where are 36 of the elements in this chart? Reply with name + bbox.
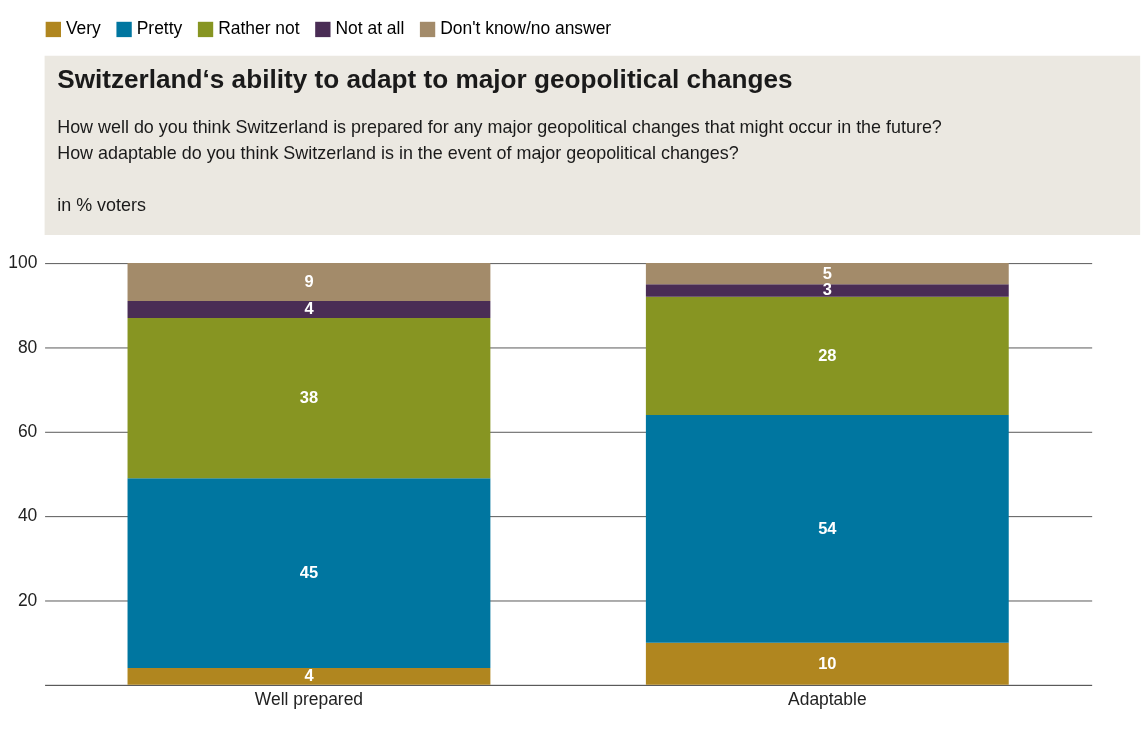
bar <box>645 263 1009 285</box>
data-label: 4 <box>304 666 315 685</box>
text: How well do you think Switzerland is prepared for any major geopolitical changes that might occur in the future? <box>57 117 942 138</box>
legend-label: Pretty <box>136 18 183 39</box>
data-label: 4 <box>304 299 315 318</box>
y-tick-label: 60 <box>17 421 38 442</box>
bar <box>645 642 1009 685</box>
bar <box>127 263 491 302</box>
chart-title: Switzerland‘s ability to adapt to major geopolitical changes <box>57 63 793 94</box>
bar <box>127 478 491 668</box>
data-label: 9 <box>304 271 314 290</box>
legend-label: Rather not <box>218 18 300 39</box>
bar <box>127 667 491 685</box>
x-tick-label: Adaptable <box>788 688 867 709</box>
bar <box>127 317 491 479</box>
y-tick-label: 80 <box>17 336 38 357</box>
legend-label: Not at all <box>335 18 405 39</box>
data-label: 3 <box>822 280 832 299</box>
y-axis-title: in % voters <box>57 194 146 215</box>
text: How adaptable do you think Switzerland is in the event of major geopolitical changes? <box>57 143 739 164</box>
data-label: 45 <box>299 562 319 581</box>
y-tick-label: 40 <box>17 505 38 526</box>
x-tick-label: Well prepared <box>254 688 364 709</box>
bar <box>645 284 1009 297</box>
legend-label: Don't know/no answer <box>440 18 612 39</box>
bar <box>645 414 1009 643</box>
legend-label: Very <box>65 18 102 39</box>
data-label: 54 <box>818 518 838 537</box>
data-label: 5 <box>822 263 832 282</box>
data-label: 10 <box>818 653 837 672</box>
data-label: 28 <box>818 345 837 364</box>
bar <box>127 301 491 318</box>
bar <box>645 296 1009 415</box>
data-label: 38 <box>299 387 319 406</box>
y-tick-label: 100 <box>8 252 38 273</box>
y-tick-label: 20 <box>17 589 38 610</box>
